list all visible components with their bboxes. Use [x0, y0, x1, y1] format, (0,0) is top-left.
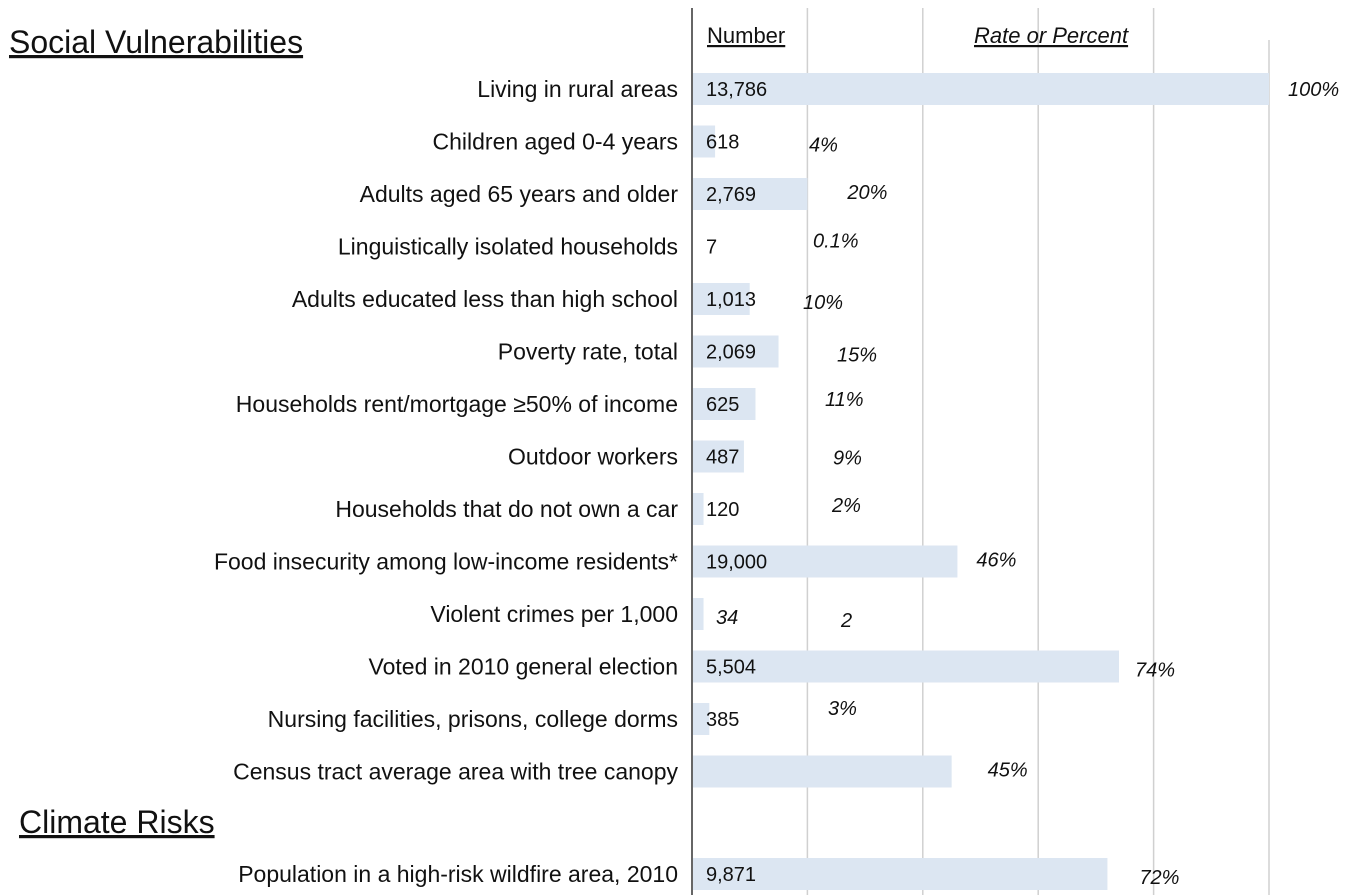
- pct-label-4: 10%: [803, 292, 843, 314]
- section-title-climate: Climate Risks: [19, 804, 215, 840]
- number-label-3: 7: [706, 237, 717, 259]
- row-label-3: Linguistically isolated households: [338, 234, 678, 260]
- row-label-4: Adults educated less than high school: [292, 286, 678, 312]
- row-label-11: Voted in 2010 general election: [369, 654, 678, 680]
- row-label-1: Children aged 0-4 years: [433, 129, 678, 155]
- row-label-9: Food insecurity among low-income residen…: [214, 549, 678, 575]
- pct-label-0: 100%: [1288, 79, 1339, 101]
- bar-4: [693, 283, 750, 315]
- number-label-5: 2,069: [706, 342, 756, 364]
- pct-label-12: 3%: [828, 698, 857, 720]
- pct-label-10: 2: [840, 610, 852, 632]
- bars: [693, 73, 1269, 890]
- bar-9: [693, 545, 958, 578]
- pct-label-8: 2%: [831, 495, 861, 517]
- header-number: Number: [707, 23, 785, 48]
- pct-label-14: 72%: [1139, 867, 1179, 889]
- number-label-12: 385: [706, 709, 739, 731]
- pct-label-1: 4%: [809, 135, 838, 157]
- row-label-0: Living in rural areas: [477, 76, 678, 102]
- pct-label-6: 11%: [825, 389, 864, 411]
- number-label-11: 5,504: [706, 657, 756, 679]
- number-label-9: 19,000: [706, 552, 767, 574]
- row-label-2: Adults aged 65 years and older: [360, 181, 679, 207]
- bar-5: [693, 335, 779, 368]
- pct-label-7: 9%: [833, 448, 862, 470]
- pct-label-3: 0.1%: [813, 231, 859, 253]
- number-label-14: 9,871: [706, 864, 756, 886]
- bar-2: [693, 178, 808, 210]
- bar-7: [693, 440, 744, 473]
- section-title-social: Social Vulnerabilities: [9, 24, 303, 60]
- row-label-8: Households that do not own a car: [335, 496, 678, 522]
- pct-label-9: 46%: [976, 550, 1016, 572]
- number-label-2: 2,769: [706, 184, 756, 206]
- pct-label-5: 15%: [837, 345, 877, 367]
- number-label-8: 120: [706, 499, 739, 521]
- row-label-5: Poverty rate, total: [498, 339, 678, 365]
- bar-11: [693, 650, 1119, 683]
- number-label-10: 34: [716, 607, 738, 629]
- bar-6: [693, 388, 756, 420]
- bar-0: [693, 73, 1269, 105]
- labels: Social Vulnerabilities Climate Risks Num…: [9, 23, 1339, 889]
- row-label-13: Census tract average area with tree cano…: [233, 759, 678, 785]
- bar-10: [693, 598, 704, 630]
- bar-12: [693, 703, 710, 735]
- row-label-12: Nursing facilities, prisons, college dor…: [268, 706, 678, 732]
- number-label-4: 1,013: [706, 289, 756, 311]
- number-label-1: 618: [706, 132, 739, 154]
- number-label-6: 625: [706, 394, 739, 416]
- header-rate: Rate or Percent: [974, 23, 1129, 48]
- bar-8: [693, 493, 704, 525]
- row-label-14: Population in a high-risk wildfire area,…: [238, 861, 678, 887]
- row-label-10: Violent crimes per 1,000: [430, 601, 678, 627]
- bar-1: [693, 125, 716, 158]
- number-label-0: 13,786: [706, 79, 767, 101]
- bar-13: [693, 755, 952, 788]
- pct-label-2: 20%: [846, 182, 887, 204]
- pct-label-11: 74%: [1135, 660, 1175, 682]
- row-label-7: Outdoor workers: [508, 444, 678, 470]
- number-label-7: 487: [706, 447, 739, 469]
- row-label-6: Households rent/mortgage ≥50% of income: [236, 391, 678, 417]
- gridlines: [806, 8, 1270, 895]
- bar-14: [693, 858, 1108, 890]
- pct-label-13: 45%: [988, 760, 1028, 782]
